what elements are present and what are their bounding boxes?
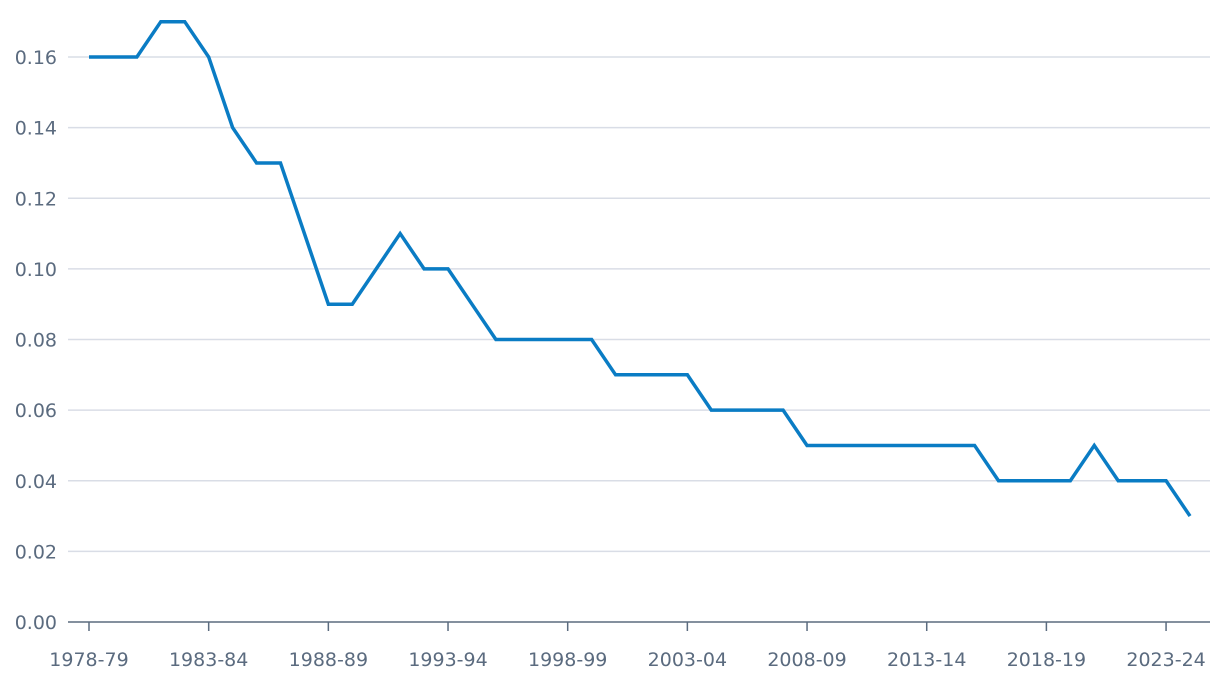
x-axis-tick-labels: 1978-79 1983-84 1988-89 1993-94 1998-99 2003-… xyxy=(49,649,1205,671)
y-tick-label: 0.00 xyxy=(15,612,57,634)
x-tick-label: 1993-94 xyxy=(408,649,487,671)
y-tick-label: 0.08 xyxy=(15,330,57,352)
y-axis-tick-labels: 0.00 0.02 0.04 0.06 0.08 0.10 0.12 0.14 0.16 xyxy=(15,47,57,634)
y-tick-label: 0.04 xyxy=(15,471,57,493)
x-tick-label: 1998-99 xyxy=(528,649,607,671)
series-line xyxy=(89,19,1192,518)
y-tick-label: 0.02 xyxy=(15,541,57,563)
x-tick-label: 1983-84 xyxy=(169,649,248,671)
gridlines xyxy=(68,56,1210,553)
x-tick-label: 2018-19 xyxy=(1007,649,1086,671)
x-axis xyxy=(68,621,1210,631)
x-tick-label: 2003-04 xyxy=(648,649,727,671)
y-tick-label: 0.12 xyxy=(15,188,57,210)
x-tick-label: 1988-89 xyxy=(289,649,368,671)
y-tick-label: 0.10 xyxy=(15,259,57,281)
y-tick-label: 0.06 xyxy=(15,400,57,422)
series xyxy=(89,19,1192,518)
y-tick-label: 0.14 xyxy=(15,118,57,140)
y-tick-label: 0.16 xyxy=(15,47,57,69)
x-tick-label: 2013-14 xyxy=(887,649,966,671)
x-tick-label: 1978-79 xyxy=(49,649,128,671)
x-tick-label: 2008-09 xyxy=(767,649,846,671)
x-tick-label: 2023-24 xyxy=(1126,649,1205,671)
